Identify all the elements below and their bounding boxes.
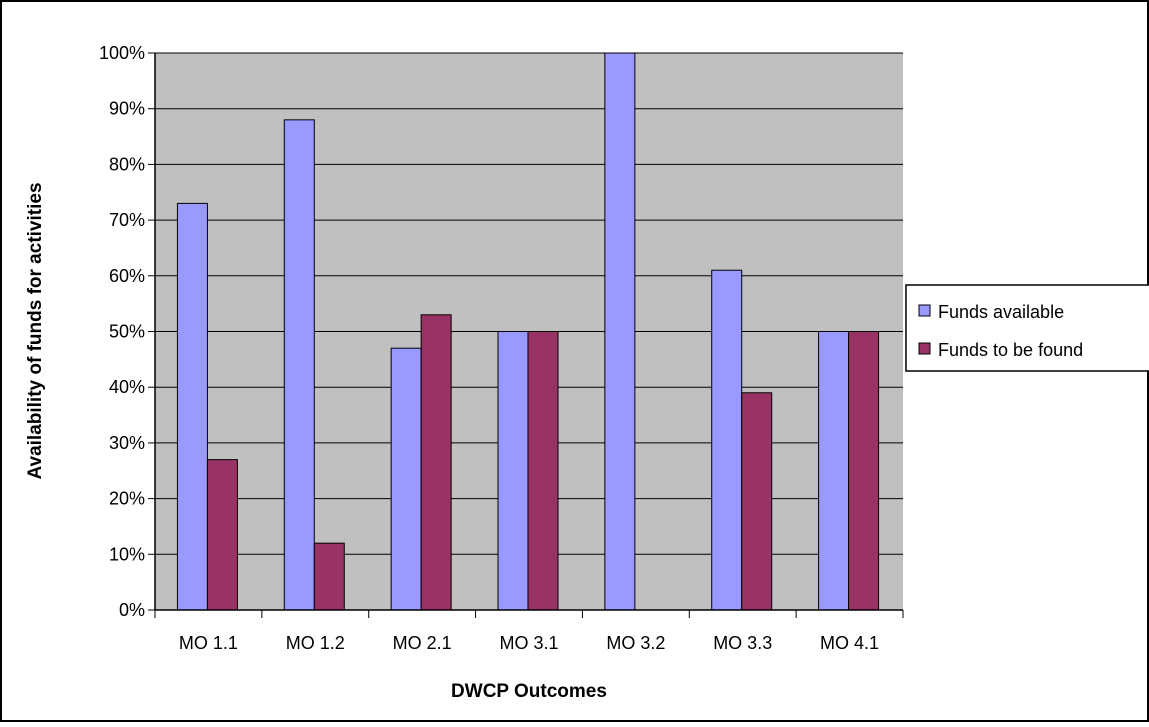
legend-swatch-funds-available: [918, 304, 931, 317]
bar-funds-available: [711, 269, 743, 611]
x-tick-label: MO 4.1: [820, 633, 879, 653]
y-tick-label: 30%: [109, 433, 145, 453]
bar-funds-available: [604, 52, 636, 611]
x-tick-label: MO 3.2: [606, 633, 665, 653]
x-tick-label: MO 3.3: [713, 633, 772, 653]
y-tick-labels: 0% 10% 20% 30% 40% 50% 60% 70% 80% 90% 100%: [99, 43, 145, 620]
y-tick-label: 10%: [109, 544, 145, 564]
x-tick-label: MO 1.1: [179, 633, 238, 653]
y-tick-label: 90%: [109, 99, 145, 119]
axes: [148, 52, 904, 618]
bar-funds-available: [283, 119, 315, 611]
x-tick-label: MO 1.2: [286, 633, 345, 653]
x-tick-label: MO 3.1: [499, 633, 558, 653]
y-tick-label: 20%: [109, 489, 145, 509]
bar-funds-available: [390, 347, 422, 611]
x-axis-title: DWCP Outcomes: [451, 681, 607, 702]
bar-funds-to-be-found: [420, 314, 452, 611]
legend-swatch-funds-to-be-found: [918, 342, 931, 355]
y-tick-label: 80%: [109, 154, 145, 174]
y-tick-label: 100%: [99, 43, 145, 63]
x-tick-label: MO 2.1: [393, 633, 452, 653]
y-tick-label: 60%: [109, 266, 145, 286]
y-axis-title: Availability of funds for activities: [25, 182, 46, 479]
bar-funds-to-be-found: [313, 542, 345, 611]
bar-funds-available: [176, 202, 208, 611]
y-tick-label: 50%: [109, 322, 145, 342]
bar-funds-available: [497, 331, 529, 611]
bar-funds-to-be-found: [206, 459, 238, 611]
y-tick-label: 40%: [109, 377, 145, 397]
legend-box: [905, 284, 1149, 372]
bar-funds-to-be-found: [741, 392, 773, 611]
bars: [176, 52, 880, 611]
bar-funds-to-be-found: [527, 331, 559, 611]
y-tick-label: 0%: [119, 600, 145, 620]
bar-funds-to-be-found: [848, 331, 880, 611]
y-tick-label: 70%: [109, 210, 145, 230]
legend: Funds available Funds to be found: [905, 284, 1149, 372]
legend-label-funds-to-be-found: Funds to be found: [938, 340, 1083, 360]
legend-label-funds-available: Funds available: [938, 302, 1064, 322]
x-tick-labels: MO 1.1 MO 1.2 MO 2.1 MO 3.1 MO 3.2 MO 3.3 MO 4…: [179, 633, 879, 653]
bar-funds-available: [818, 331, 850, 611]
